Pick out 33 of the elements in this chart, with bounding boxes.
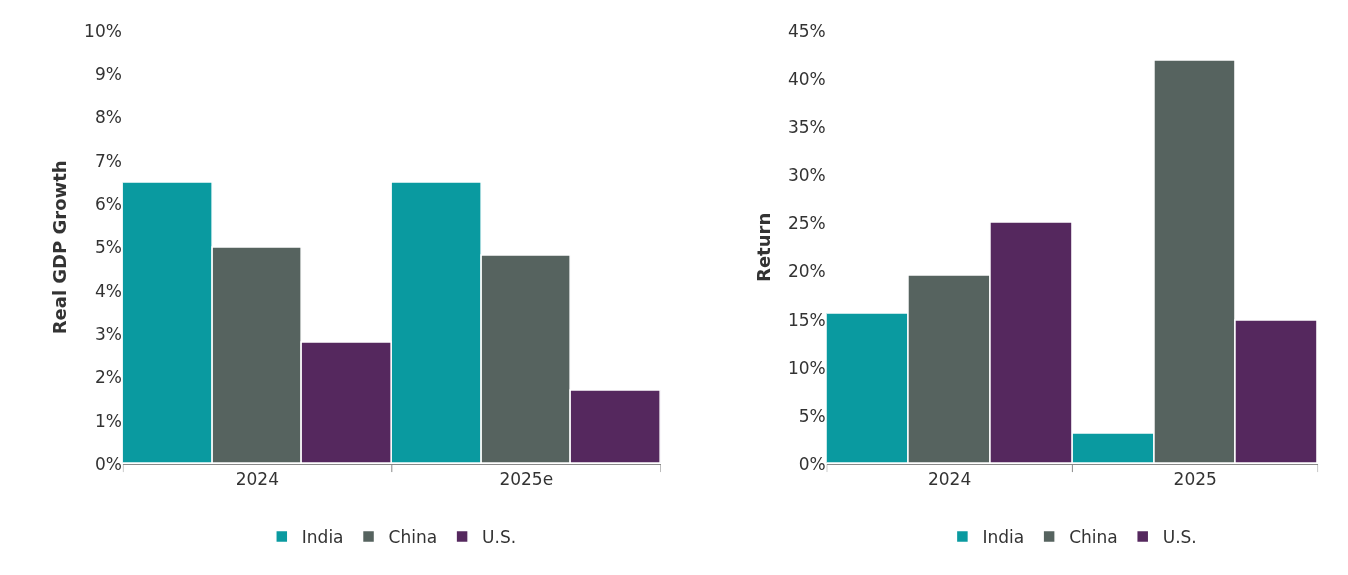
y-tick-label: 7%: [94, 150, 122, 171]
legend-label: U.S.: [482, 527, 517, 548]
x-tick-label: 2024: [927, 469, 972, 490]
y-tick-label: 45%: [787, 20, 826, 41]
y-tick-label: 40%: [787, 68, 826, 89]
y-tick-label: 6%: [94, 193, 122, 214]
y-tick-label: 35%: [787, 116, 826, 137]
y-tick-label: 30%: [787, 165, 826, 186]
y-tick-label: 2%: [94, 367, 122, 388]
y-tick-label: 5%: [94, 237, 122, 258]
y-tick-label: 10%: [84, 20, 122, 41]
x-tick-label: 2024: [235, 469, 279, 490]
y-tick-label: 3%: [94, 323, 122, 344]
x-tick-label: 2025e: [499, 469, 554, 490]
y-tick-label: 9%: [94, 63, 122, 84]
y-tick-label: 20%: [787, 261, 826, 282]
y-tick-label: 5%: [798, 405, 826, 426]
y-tick-label: 25%: [787, 213, 826, 234]
y-axis-title: Real GDP Growth: [49, 160, 71, 335]
legend-label: U.S.: [1162, 527, 1197, 548]
y-axis-title: Return: [753, 212, 775, 282]
legend-label: China: [1069, 527, 1118, 548]
x-tick-label: 2025: [1173, 469, 1217, 490]
legend-label: China: [388, 527, 438, 548]
y-tick-label: 0%: [798, 454, 826, 474]
y-tick-label: 8%: [94, 107, 122, 128]
y-tick-label: 1%: [94, 410, 122, 431]
y-tick-label: 15%: [787, 309, 826, 330]
y-tick-label: 4%: [94, 280, 122, 301]
y-tick-label: 0%: [94, 454, 122, 474]
legend-label: India: [982, 527, 1025, 548]
y-tick-label: 10%: [787, 357, 826, 378]
legend-label: India: [301, 527, 344, 548]
